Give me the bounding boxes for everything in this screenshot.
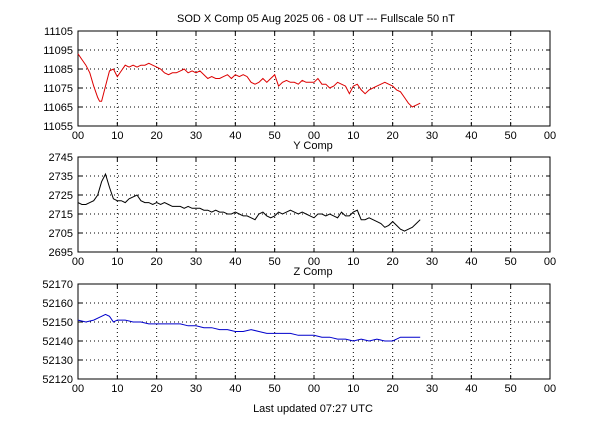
x-tick-label: 40: [465, 130, 477, 142]
x-tick-label: 40: [465, 383, 477, 395]
x-tick-label: 10: [347, 383, 359, 395]
y-tick-label: 52150: [42, 317, 73, 329]
x-tick-label: 00: [544, 130, 556, 142]
x-tick-label: 00: [72, 383, 84, 395]
x-tick-label: 50: [269, 256, 281, 268]
x-tick-label: 50: [269, 383, 281, 395]
x-tick-label: 10: [111, 130, 123, 142]
x-tick-label: 00: [308, 256, 320, 268]
series-line-x-comp: [77, 53, 421, 108]
y-tick-label: 11055: [43, 121, 73, 133]
x-tick-label: 20: [151, 130, 163, 142]
y-tick-label: 2715: [49, 209, 73, 221]
panel-subtitle: Z Comp: [293, 266, 332, 278]
x-tick-label: 00: [308, 130, 320, 142]
y-tick-label: 11085: [43, 64, 73, 76]
y-tick-label: 2735: [49, 171, 73, 183]
y-tick-label: 52160: [42, 298, 73, 310]
x-tick-label: 30: [426, 130, 438, 142]
panel-x-comp: 00 10 20 30 40 50 00 10 20 30 40 50 0011055110651107…: [43, 26, 556, 142]
x-tick-label: 30: [426, 256, 438, 268]
y-tick-label: 2695: [49, 247, 73, 259]
plot-area: [78, 157, 550, 252]
plot-area: [78, 284, 550, 379]
x-tick-label: 20: [387, 130, 399, 142]
panel-subtitle: Y Comp: [293, 140, 333, 152]
x-tick-label: 00: [544, 383, 556, 395]
y-tick-label: 11095: [43, 45, 73, 57]
plot-frame: [77, 283, 551, 380]
y-tick-label: 2745: [49, 152, 73, 164]
y-tick-label: 2705: [49, 228, 73, 240]
x-tick-label: 20: [151, 383, 163, 395]
x-tick-label: 10: [111, 256, 123, 268]
x-tick-label: 30: [190, 256, 202, 268]
x-tick-label: 20: [387, 383, 399, 395]
y-tick-label: 52170: [42, 279, 73, 291]
plot-frame: [77, 30, 551, 127]
y-tick-label: 11065: [43, 102, 73, 114]
series-line-z-comp: [77, 313, 421, 342]
x-tick-label: 50: [505, 383, 517, 395]
x-tick-label: 50: [505, 130, 517, 142]
x-tick-label: 40: [229, 383, 241, 395]
y-tick-label: 52120: [42, 374, 73, 386]
x-tick-label: 00: [308, 383, 320, 395]
y-tick-label: 11105: [44, 26, 73, 38]
x-tick-label: 30: [190, 130, 202, 142]
x-tick-label: 40: [229, 256, 241, 268]
x-tick-label: 00: [72, 130, 84, 142]
x-tick-label: 20: [387, 256, 399, 268]
x-tick-label: 50: [505, 256, 517, 268]
x-tick-label: 50: [269, 130, 281, 142]
y-tick-label: 52130: [42, 355, 73, 367]
x-tick-label: 20: [151, 256, 163, 268]
plot-area: [78, 31, 550, 126]
y-tick-label: 52140: [42, 336, 73, 348]
x-tick-label: 40: [465, 256, 477, 268]
x-tick-label: 30: [190, 383, 202, 395]
series-line-y-comp: [77, 172, 421, 232]
x-tick-label: 10: [111, 383, 123, 395]
x-tick-label: 00: [544, 256, 556, 268]
y-tick-label: 11075: [43, 83, 73, 95]
x-tick-label: 40: [229, 130, 241, 142]
x-tick-label: 30: [426, 383, 438, 395]
last-updated-footer: Last updated 07:27 UTC: [253, 403, 373, 415]
x-tick-label: 10: [347, 130, 359, 142]
chart-title: SOD X Comp 05 Aug 2025 06 - 08 UT --- Fu…: [177, 13, 455, 25]
plot-frame: [77, 156, 551, 253]
y-tick-label: 2725: [49, 190, 73, 202]
x-tick-label: 10: [347, 256, 359, 268]
x-tick-label: 00: [72, 256, 84, 268]
